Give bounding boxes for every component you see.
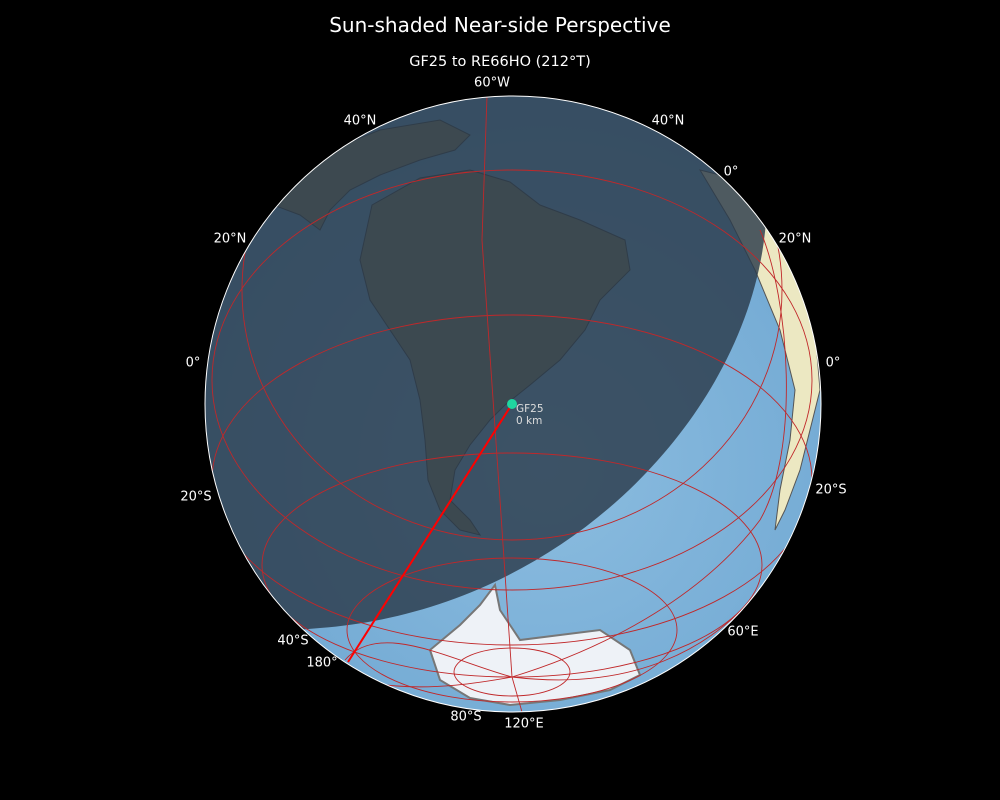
- figure-title: Sun-shaded Near-side Perspective: [329, 13, 671, 37]
- label-80s: 80°S: [450, 709, 482, 725]
- label-120e: 120°E: [504, 716, 544, 732]
- label-20s-west: 20°S: [180, 489, 212, 505]
- label-40s: 40°S: [277, 633, 309, 649]
- figure-subtitle: GF25 to RE66HO (212°T): [409, 54, 591, 70]
- label-0-lon: 0°: [723, 164, 739, 180]
- origin-marker[interactable]: [507, 399, 517, 409]
- label-180: 180°: [306, 655, 338, 671]
- globe-outline: [204, 95, 822, 713]
- label-0-east: 0°: [825, 355, 841, 371]
- label-40n-east: 40°N: [651, 113, 685, 129]
- marker-label: GF25: [516, 403, 544, 415]
- label-20s-east: 20°S: [815, 482, 847, 498]
- label-60e: 60°E: [727, 624, 759, 640]
- label-40n-west: 40°N: [343, 113, 377, 129]
- night-shading: [205, 96, 780, 640]
- route-line: [347, 403, 513, 663]
- marker-distance: 0 km: [516, 415, 542, 427]
- label-20n-west: 20°N: [213, 231, 247, 247]
- label-20n-east: 20°N: [778, 231, 812, 247]
- label-0-west: 0°: [185, 355, 201, 371]
- label-60w: 60°W: [474, 75, 510, 91]
